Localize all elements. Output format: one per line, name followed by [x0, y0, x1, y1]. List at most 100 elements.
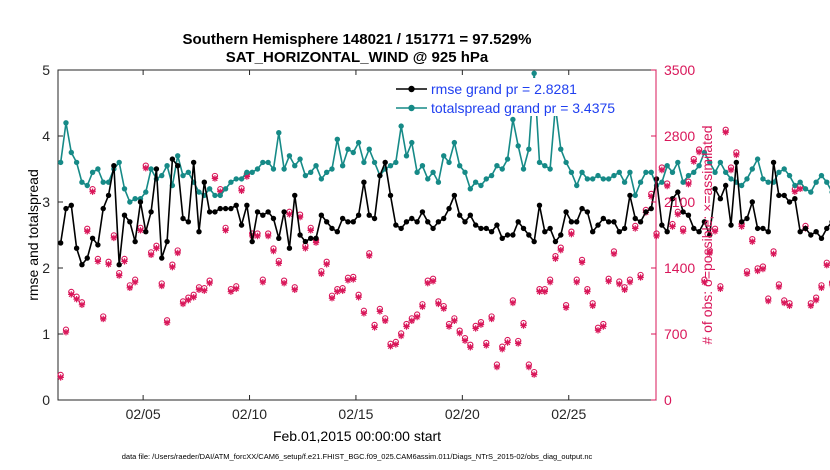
totalspread-point	[483, 176, 489, 182]
obs-marker	[307, 224, 314, 234]
obs-marker	[530, 368, 538, 378]
totalspread-point	[744, 176, 750, 182]
totalspread-point	[366, 146, 372, 152]
rmse-point	[770, 159, 777, 166]
rmse-point	[781, 192, 787, 199]
obs-marker	[211, 172, 219, 182]
rmse-point	[238, 222, 245, 228]
rmse-point	[526, 232, 532, 238]
totalspread-point	[127, 199, 133, 205]
rmse-point	[818, 235, 825, 241]
rmse-point	[387, 192, 394, 199]
totalspread-point	[249, 169, 255, 175]
obs-marker	[190, 291, 197, 301]
totalspread-point	[701, 149, 708, 156]
obs-marker	[754, 265, 761, 275]
totalspread-point	[568, 169, 575, 175]
rmse-point	[637, 219, 644, 225]
totalspread-point	[696, 163, 702, 169]
rmse-point	[121, 212, 128, 218]
obs-marker	[812, 294, 820, 304]
rmse-point	[180, 215, 186, 222]
obs-marker	[376, 305, 384, 315]
totalspread-point	[398, 123, 404, 129]
obs-marker	[419, 301, 426, 310]
totalspread-point	[228, 179, 234, 185]
totalspread-point	[222, 186, 229, 192]
rmse-point	[270, 215, 277, 222]
totalspread-point	[462, 169, 468, 175]
totalspread-point	[297, 156, 303, 162]
totalspread-point	[318, 176, 325, 182]
x-axis-label: Feb.01,2015 00:00:00 start	[273, 428, 441, 444]
totalspread-point	[387, 163, 394, 169]
obs-marker	[201, 285, 208, 294]
totalspread-point	[180, 172, 186, 179]
obs-marker	[280, 277, 288, 287]
obs-marker	[733, 149, 740, 159]
totalspread-point	[212, 192, 218, 199]
obs-marker	[493, 361, 501, 371]
obs-marker	[568, 228, 575, 238]
rmse-point	[643, 209, 649, 215]
totalspread-point	[680, 179, 686, 185]
totalspread-point	[196, 189, 202, 195]
rmse-point	[627, 192, 633, 199]
totalspread-point	[265, 159, 271, 166]
obs-marker	[770, 248, 777, 258]
totalspread-point	[776, 169, 782, 175]
obs-marker	[318, 268, 325, 277]
rmse-point	[797, 229, 803, 235]
totalspread-line	[59, 73, 830, 204]
obs-marker	[626, 276, 634, 286]
y-right-tick-label: 700	[664, 326, 688, 342]
rmse-point	[409, 215, 415, 222]
obs-marker	[89, 186, 96, 195]
obs-marker	[818, 282, 825, 292]
totalspread-point	[350, 149, 356, 156]
totalspread-point	[456, 163, 463, 169]
totalspread-point	[425, 176, 431, 182]
totalspread-point	[749, 166, 755, 172]
obs-marker	[483, 339, 490, 349]
totalspread-point	[100, 179, 106, 185]
totalspread-point	[627, 169, 633, 175]
obs-marker	[355, 291, 362, 301]
totalspread-point	[802, 186, 809, 192]
rmse-point	[568, 219, 575, 225]
rmse-point	[329, 225, 335, 232]
rmse-point	[350, 219, 356, 225]
totalspread-point	[691, 169, 697, 175]
obs-marker	[456, 327, 463, 337]
obs-marker	[546, 276, 554, 286]
totalspread-point	[574, 182, 580, 189]
rmse-point	[552, 238, 559, 245]
y-left-tick-label: 4	[42, 128, 50, 144]
totalspread-point	[605, 176, 612, 182]
y-left-tick-label: 3	[42, 194, 50, 210]
obs-marker	[94, 255, 102, 265]
totalspread-point	[371, 159, 378, 166]
obs-marker	[328, 292, 336, 302]
rmse-point	[73, 245, 80, 251]
obs-marker	[264, 230, 272, 240]
obs-marker	[270, 245, 277, 255]
obs-marker	[366, 250, 373, 259]
obs-marker	[621, 284, 628, 293]
obs-marker	[291, 284, 298, 293]
totalspread-point	[600, 176, 607, 182]
obs-marker	[520, 319, 527, 329]
obs-marker	[552, 252, 559, 262]
totalspread-point	[329, 166, 335, 172]
rmse-point	[137, 199, 144, 205]
totalspread-point	[643, 169, 649, 175]
rmse-point	[536, 202, 543, 208]
rmse-point	[276, 235, 282, 241]
rmse-point	[451, 192, 458, 199]
rmse-point	[728, 222, 734, 228]
rmse-point	[153, 166, 160, 172]
rmse-point	[653, 176, 660, 182]
obs-marker	[632, 222, 639, 232]
rmse-point	[308, 235, 314, 241]
rmse-point	[531, 238, 537, 245]
